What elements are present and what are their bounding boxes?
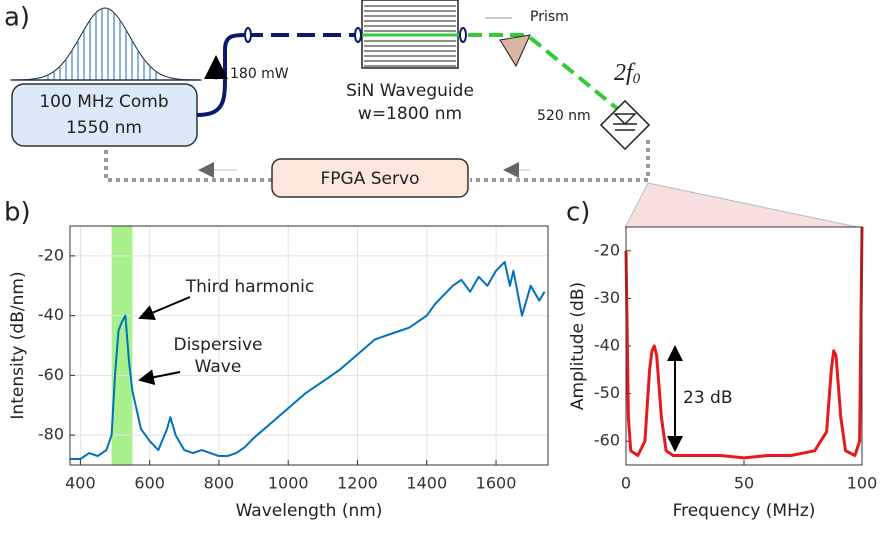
y-tick-label: -30 — [594, 288, 620, 307]
waveguide-label: w=1800 nm — [358, 104, 462, 124]
lens — [459, 27, 467, 43]
zoom-wedge — [625, 183, 862, 228]
y-tick-label: -60 — [38, 365, 64, 384]
envelope — [9, 7, 203, 81]
data-line — [70, 260, 546, 460]
y-tick-label: -80 — [38, 425, 64, 444]
plot-frame — [69, 225, 549, 466]
x-tick-label: 1400 — [406, 474, 447, 493]
servo-loop — [104, 140, 650, 182]
power-label: 180 mW — [230, 66, 289, 82]
y-tick-label: -20 — [594, 240, 620, 259]
x-tick-label: 1200 — [337, 474, 378, 493]
detector-subscript: 0 — [633, 71, 641, 87]
y-tick-label: -20 — [38, 245, 64, 264]
x-tick-label: 50 — [734, 474, 754, 493]
x-tick-label: 100 — [847, 474, 878, 493]
x-tick-label: 400 — [65, 474, 96, 493]
y-tick-label: -40 — [594, 336, 620, 355]
plot-frame — [625, 226, 863, 466]
lens — [354, 27, 362, 43]
diode-symbol — [613, 113, 637, 131]
highlight-band — [111, 226, 133, 465]
waveguide-label: SiN Waveguide — [346, 81, 474, 101]
setup-diagram: a) 100 MHz Comb 1550 nm 180 mW SiN Waveg… — [4, 0, 863, 229]
detector-label: 2f0 — [614, 60, 641, 88]
x-tick-label: 1000 — [268, 474, 309, 493]
x-tick-label: 0 — [621, 474, 631, 493]
y-axis-label: Intensity (dB/nm) — [8, 271, 28, 419]
annotation-arrow — [138, 296, 191, 320]
zoom-edge — [647, 182, 863, 229]
panel-label: a) — [4, 3, 30, 33]
data-line — [624, 226, 864, 460]
y-tick-label: -50 — [594, 383, 620, 402]
prism-label: Prism — [530, 9, 569, 25]
chart: 0 50 100 -60 -50 -40 -30 -20 Frequency (MHz) Ampl… — [566, 198, 877, 522]
annotation: Wave — [195, 357, 242, 377]
x-tick-label: 1600 — [476, 474, 517, 493]
y-axis-label: Amplitude (dB) — [568, 282, 588, 410]
servo-label: FPGA Servo — [321, 169, 420, 189]
annotation: 23 dB — [683, 388, 733, 408]
wavelength-label: 520 nm — [537, 108, 591, 124]
x-axis-label: Frequency (MHz) — [673, 501, 816, 521]
servo-box — [271, 158, 469, 198]
annotation-arrow — [138, 369, 181, 386]
x-tick-label: 800 — [204, 474, 235, 493]
panel-label: c) — [566, 198, 590, 228]
x-axis-label: Wavelength (nm) — [236, 501, 383, 521]
green-beam — [468, 33, 627, 117]
zoom-edge — [624, 182, 649, 229]
comb-label: 100 MHz Comb — [39, 92, 168, 112]
y-tick-label: -60 — [594, 431, 620, 450]
y-tick-label: -40 — [38, 305, 64, 324]
detector-label-main: 2f — [614, 60, 636, 86]
charts: 400 600 800 1000 1200 1400 1600-80-60-40-20Wav… — [4, 198, 877, 522]
x-tick-label: 600 — [134, 474, 165, 493]
annotation: Third harmonic — [185, 277, 314, 297]
comb-label: 1550 nm — [66, 118, 142, 138]
lens — [244, 27, 252, 43]
prism — [499, 34, 531, 68]
panel-label: b) — [4, 198, 31, 228]
chart: 400 600 800 1000 1200 1400 1600 -80 -60 -40 -20 Wav… — [4, 198, 549, 521]
annotation: Dispersive — [173, 335, 262, 355]
comb-spectrum — [9, 7, 203, 81]
plot-area — [626, 227, 862, 465]
